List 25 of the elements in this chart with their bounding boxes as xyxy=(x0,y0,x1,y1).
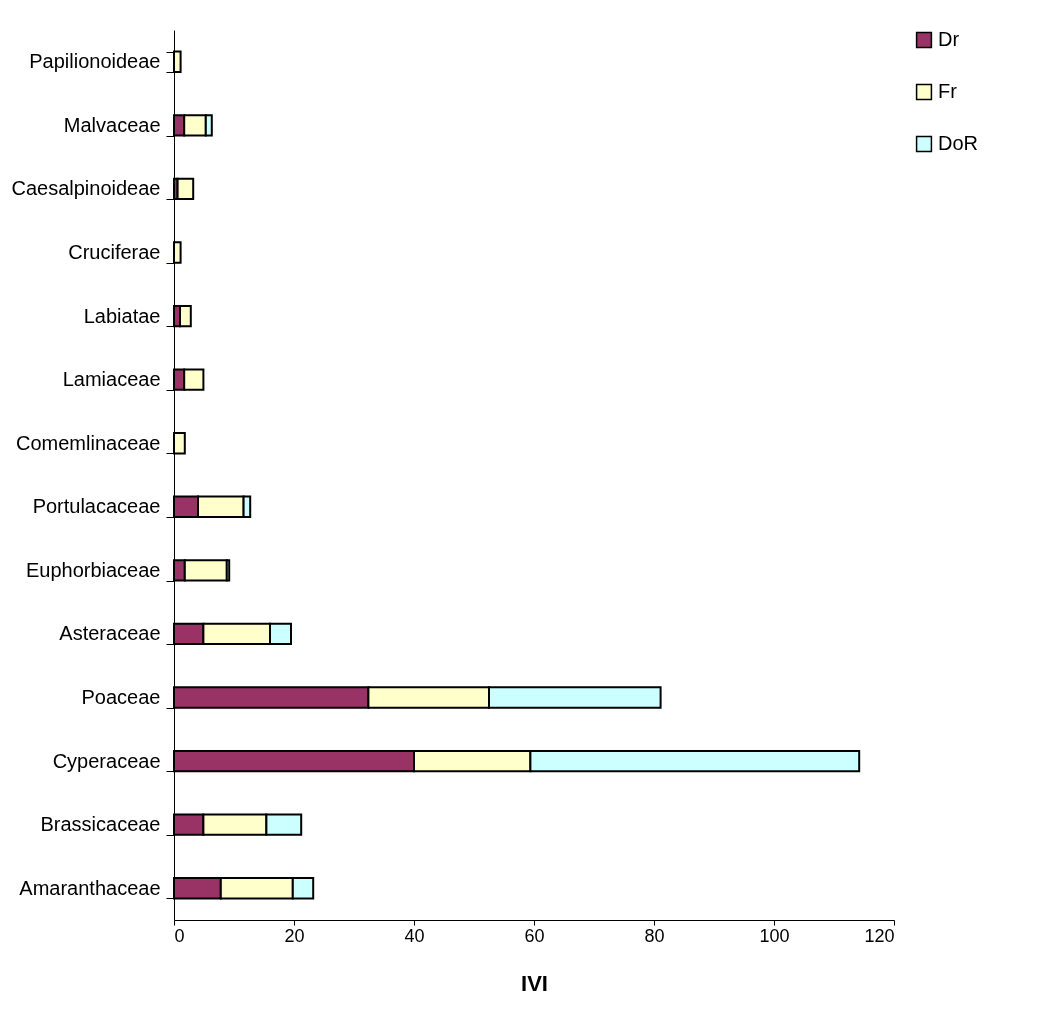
y-tick-label: Caesalpinoideae xyxy=(11,177,161,200)
legend-label: DoR xyxy=(938,132,979,154)
y-tick-label: Malvaceae xyxy=(63,113,161,136)
y-tick-label: Amaranthaceae xyxy=(19,876,161,899)
x-tick-label: 80 xyxy=(644,925,665,946)
y-tick-label: Cruciferae xyxy=(68,241,161,263)
y-tick-label: Papilionoideae xyxy=(29,50,161,73)
y-tick-label: Euphorbiaceae xyxy=(25,558,161,581)
x-tick-label: 120 xyxy=(864,925,895,946)
legend-label: Fr xyxy=(938,80,958,102)
y-tick-label: Labiatae xyxy=(83,304,161,327)
x-tick-label: 40 xyxy=(404,925,425,946)
y-tick-label: Cyperaceae xyxy=(52,749,161,772)
x-tick-label: 100 xyxy=(759,925,790,946)
y-tick-label: Brassicaceae xyxy=(40,813,161,836)
y-tick-label: Portulacaceae xyxy=(32,495,161,518)
x-axis-title: IVI xyxy=(521,970,548,996)
x-tick-label: 20 xyxy=(284,925,305,946)
y-tick-label: Poaceae xyxy=(81,686,161,708)
x-tick-label: 0 xyxy=(174,925,185,946)
legend-label: Dr xyxy=(938,28,960,50)
y-tick-label: Lamiaceae xyxy=(62,368,161,391)
y-tick-label: Asteraceae xyxy=(59,622,161,645)
y-tick-label: Comemlinaceae xyxy=(15,431,161,454)
x-tick-label: 60 xyxy=(524,925,545,946)
